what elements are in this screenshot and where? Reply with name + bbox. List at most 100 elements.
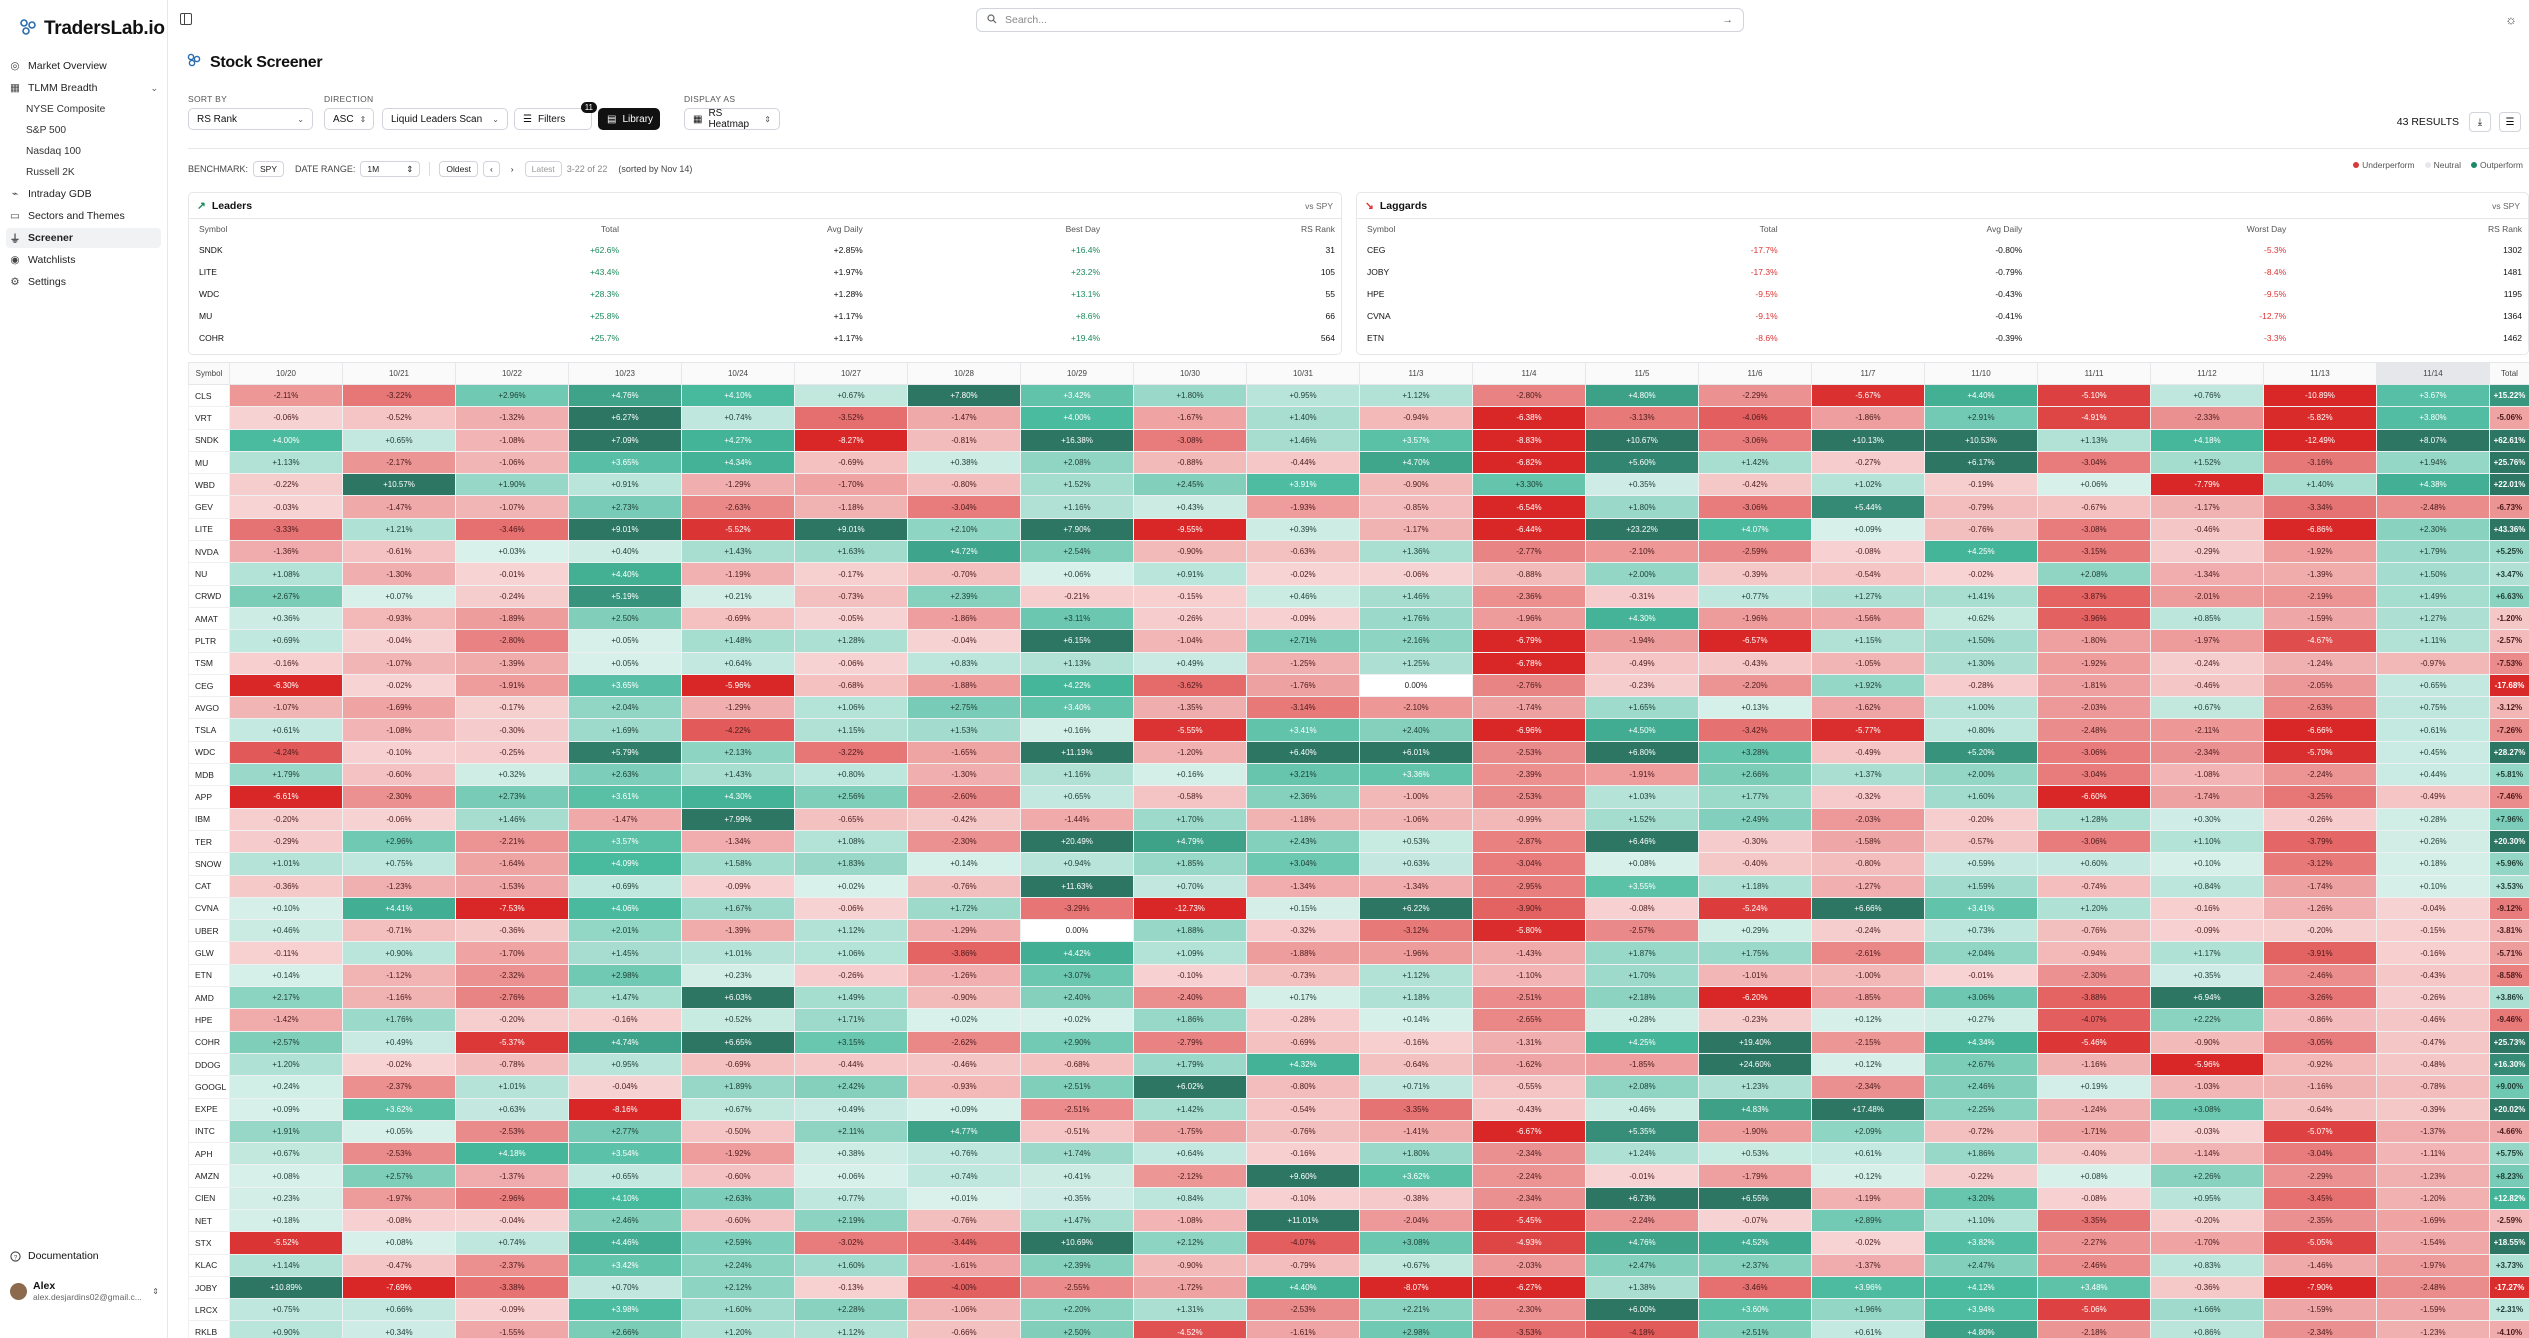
heatmap-row[interactable]: WBD -0.22% +10.57% +1.90% +0.91% -1.29% -1.70%… — [188, 473, 2529, 497]
heatmap-cell[interactable]: +3.55% — [1585, 874, 1699, 898]
heatmap-cell[interactable]: -3.05% — [2263, 1030, 2377, 1054]
heatmap-cell[interactable]: +1.27% — [2376, 606, 2490, 631]
heatmap-cell[interactable]: +2.51% — [1020, 1075, 1134, 1099]
heatmap-cell[interactable]: -2.03% — [1472, 1253, 1586, 1277]
heatmap-cell[interactable]: -0.08% — [2037, 1186, 2151, 1210]
symbol-cell[interactable]: STX — [188, 1231, 230, 1255]
heatmap-cell[interactable]: -0.97% — [2376, 651, 2490, 675]
heatmap-cell[interactable]: -1.54% — [2376, 1231, 2490, 1255]
heatmap-cell[interactable]: +2.08% — [1585, 1075, 1699, 1099]
heatmap-row[interactable]: CAT -0.36% -1.23% -1.53% +0.69% -0.09% +0.02% -… — [188, 874, 2529, 898]
column-header-date[interactable]: 10/29 — [1020, 362, 1134, 385]
table-row[interactable]: CVNA -9.1% -0.41% -12.7% 1364 — [1357, 305, 2528, 327]
heatmap-cell[interactable]: -0.02% — [1811, 1231, 1925, 1255]
heatmap-cell[interactable]: -3.26% — [2263, 986, 2377, 1010]
heatmap-cell[interactable]: -1.17% — [2150, 495, 2264, 519]
heatmap-cell[interactable]: +3.48% — [2037, 1275, 2151, 1300]
heatmap-cell[interactable]: -0.76% — [1246, 1119, 1360, 1144]
heatmap-cell[interactable]: -3.04% — [1472, 852, 1586, 876]
heatmap-cell[interactable]: -2.77% — [1472, 540, 1586, 564]
heatmap-cell[interactable]: -1.30% — [907, 763, 1021, 787]
heatmap-cell[interactable]: -0.47% — [2376, 1030, 2490, 1054]
heatmap-cell[interactable]: -2.62% — [907, 1030, 1021, 1054]
sidebar-item-screener[interactable]: ⏚ Screener — [6, 228, 161, 248]
heatmap-cell[interactable]: 0.00% — [1020, 919, 1134, 943]
heatmap-cell[interactable]: +0.91% — [1133, 562, 1247, 586]
heatmap-cell[interactable]: -0.78% — [2376, 1075, 2490, 1099]
heatmap-cell[interactable]: -5.67% — [1811, 383, 1925, 408]
heatmap-cell[interactable]: -2.59% — [1698, 540, 1812, 564]
heatmap-cell[interactable]: +4.77% — [907, 1119, 1021, 1144]
heatmap-cell[interactable]: +24.60% — [1698, 1052, 1812, 1077]
heatmap-cell[interactable]: +1.46% — [1359, 584, 1473, 608]
heatmap-cell[interactable]: +0.65% — [568, 1164, 682, 1188]
heatmap-cell[interactable]: -2.03% — [1811, 807, 1925, 831]
heatmap-cell[interactable]: +5.79% — [568, 740, 682, 765]
heatmap-cell[interactable]: -2.46% — [2263, 963, 2377, 988]
heatmap-cell[interactable]: +2.91% — [1924, 406, 2038, 430]
heatmap-cell[interactable]: +1.20% — [2037, 896, 2151, 921]
heatmap-cell[interactable]: +10.53% — [1924, 428, 2038, 452]
heatmap-cell[interactable]: +0.05% — [568, 629, 682, 653]
heatmap-cell[interactable]: +2.36% — [1246, 785, 1360, 809]
heatmap-cell[interactable]: -1.94% — [1585, 629, 1699, 653]
heatmap-cell[interactable]: +0.77% — [794, 1186, 908, 1210]
heatmap-cell[interactable]: +0.02% — [794, 874, 908, 898]
heatmap-cell[interactable]: +0.67% — [681, 1097, 795, 1121]
brand-logo[interactable]: TradersLab.io — [0, 0, 167, 44]
heatmap-cell[interactable]: +0.10% — [2376, 874, 2490, 898]
heatmap-cell[interactable]: +0.75% — [342, 852, 456, 876]
heatmap-cell[interactable]: +0.84% — [1133, 1186, 1247, 1210]
column-header-date[interactable]: 11/12 — [2150, 362, 2264, 385]
heatmap-cell[interactable]: -2.20% — [1698, 673, 1812, 698]
heatmap-cell[interactable]: -1.44% — [1020, 807, 1134, 831]
heatmap-cell[interactable]: -4.00% — [907, 1275, 1021, 1300]
heatmap-row[interactable]: ETN +0.14% -1.12% -2.32% +2.98% +0.23% -0.26% -… — [188, 963, 2529, 988]
heatmap-cell[interactable]: -0.76% — [907, 1208, 1021, 1233]
heatmap-cell[interactable]: +10.67% — [1585, 428, 1699, 452]
direction-select[interactable]: ASC ⇕ — [324, 108, 374, 130]
heatmap-cell[interactable]: -2.40% — [1133, 986, 1247, 1010]
heatmap-cell[interactable]: -5.24% — [1698, 896, 1812, 921]
heatmap-cell[interactable]: -1.61% — [907, 1253, 1021, 1277]
heatmap-cell[interactable]: +0.08% — [1585, 852, 1699, 876]
heatmap-cell[interactable]: +0.70% — [568, 1275, 682, 1300]
heatmap-cell[interactable]: -2.53% — [455, 1119, 569, 1144]
heatmap-cell[interactable]: +11.19% — [1020, 740, 1134, 765]
column-header-date[interactable]: 10/23 — [568, 362, 682, 385]
heatmap-cell[interactable]: -3.22% — [342, 383, 456, 408]
heatmap-cell[interactable]: +0.95% — [568, 1052, 682, 1077]
symbol-cell[interactable]: CRWD — [188, 584, 230, 608]
heatmap-cell[interactable]: -0.68% — [794, 673, 908, 698]
column-header-date[interactable]: 10/28 — [907, 362, 1021, 385]
heatmap-cell[interactable]: -4.91% — [2037, 406, 2151, 430]
heatmap-cell[interactable]: +2.12% — [681, 1275, 795, 1300]
heatmap-cell[interactable]: -1.26% — [907, 963, 1021, 988]
heatmap-cell[interactable]: -1.16% — [2037, 1052, 2151, 1077]
heatmap-cell[interactable]: -1.59% — [2263, 606, 2377, 631]
heatmap-cell[interactable]: -1.08% — [2150, 763, 2264, 787]
heatmap-cell[interactable]: -1.23% — [2376, 1320, 2490, 1338]
heatmap-cell[interactable]: +8.07% — [2376, 428, 2490, 452]
heatmap-cell[interactable]: -0.23% — [1698, 1008, 1812, 1032]
heatmap-cell[interactable]: -5.07% — [2263, 1119, 2377, 1144]
heatmap-cell[interactable]: +1.77% — [1698, 785, 1812, 809]
heatmap-cell[interactable]: +1.21% — [342, 517, 456, 542]
heatmap-cell[interactable]: -1.34% — [1246, 874, 1360, 898]
heatmap-cell[interactable]: +4.40% — [1246, 1275, 1360, 1300]
table-row[interactable]: MU +25.8% +1.17% +8.6% 66 — [189, 305, 1341, 327]
heatmap-cell[interactable]: +0.24% — [229, 1075, 343, 1099]
heatmap-cell[interactable]: -1.07% — [342, 651, 456, 675]
heatmap-cell[interactable]: +4.79% — [1133, 829, 1247, 854]
heatmap-cell[interactable]: -0.90% — [1133, 1253, 1247, 1277]
heatmap-cell[interactable]: +0.05% — [342, 1119, 456, 1144]
heatmap-cell[interactable]: -0.44% — [1246, 450, 1360, 475]
heatmap-cell[interactable]: -5.70% — [2263, 740, 2377, 765]
heatmap-cell[interactable]: +1.70% — [1133, 807, 1247, 831]
heatmap-cell[interactable]: -0.38% — [1359, 1186, 1473, 1210]
heatmap-cell[interactable]: +2.10% — [907, 517, 1021, 542]
heatmap-cell[interactable]: +0.38% — [794, 1142, 908, 1166]
heatmap-row[interactable]: NVDA -1.36% -0.61% +0.03% +0.40% +1.43% +1.63%… — [188, 540, 2529, 564]
sidebar-subitem[interactable]: NYSE Composite — [26, 104, 106, 115]
heatmap-cell[interactable]: +0.06% — [2037, 473, 2151, 497]
